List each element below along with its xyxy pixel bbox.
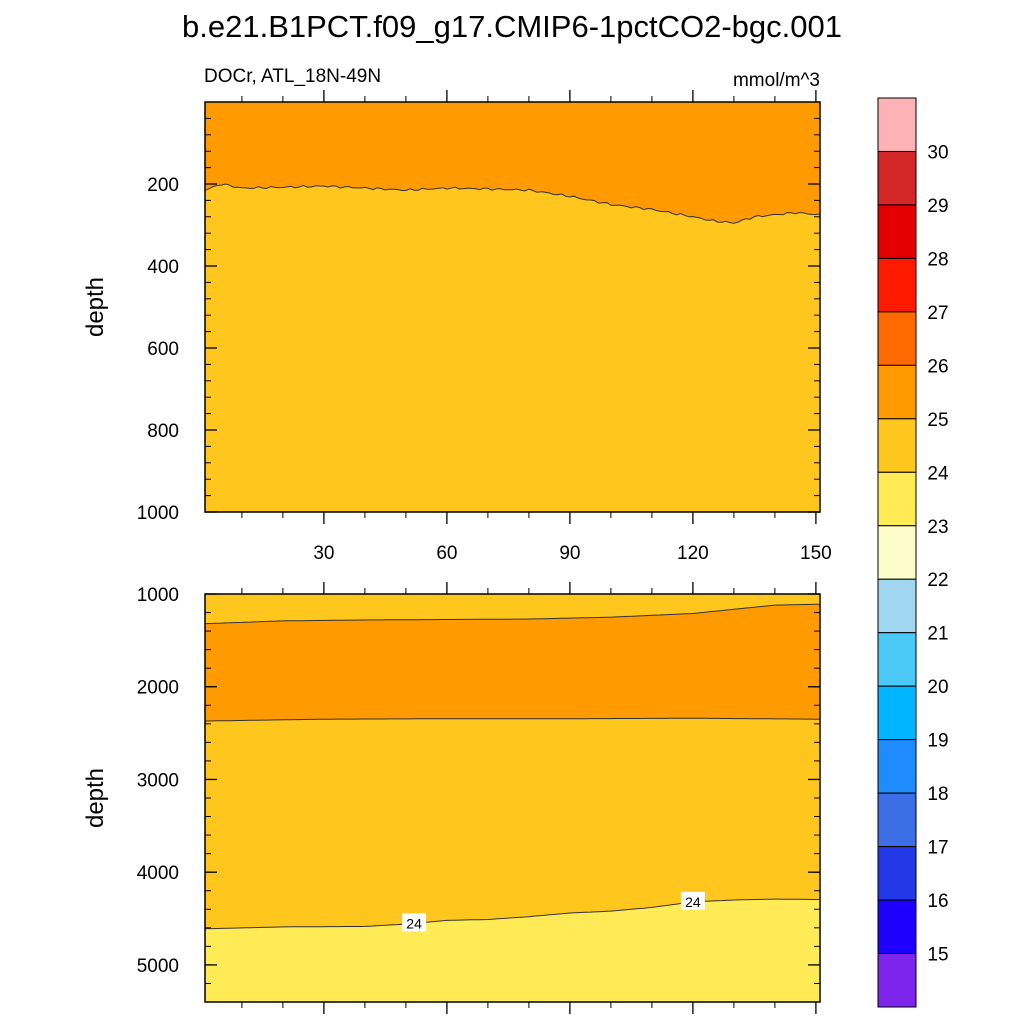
upper-panel: 200 400 600 800 1000 30 60 90 120 150 depth bbox=[82, 90, 832, 564]
colorbar-bin bbox=[877, 792, 917, 848]
variable-label: DOCr, ATL_18N-49N bbox=[204, 66, 381, 87]
colorbar-bin bbox=[877, 471, 917, 527]
colorbar-bin bbox=[877, 953, 917, 1008]
colorbar-bin bbox=[877, 150, 917, 206]
upper-region-25-26 bbox=[205, 102, 820, 224]
lower-region-25-26 bbox=[205, 604, 820, 721]
colorbar-label: 24 bbox=[927, 463, 949, 484]
lower-ytick-label: 5000 bbox=[137, 956, 179, 977]
upper-contour-line bbox=[204, 183, 821, 224]
upper-xtick-label: 60 bbox=[436, 543, 457, 564]
colorbar-label: 23 bbox=[927, 517, 948, 538]
colorbar-label: 21 bbox=[927, 624, 948, 645]
colorbar: 30 29 28 27 26 25 24 23 22 21 20 19 18 17 16 15 bbox=[877, 97, 949, 1008]
upper-ytick-label: 800 bbox=[147, 421, 179, 442]
colorbar-bin bbox=[877, 97, 917, 152]
lower-region-23-24 bbox=[205, 899, 820, 1002]
lower-contour-line bbox=[204, 603, 821, 625]
contour-label: 24 bbox=[685, 894, 701, 910]
colorbar-bin bbox=[877, 899, 917, 955]
colorbar-bin bbox=[877, 311, 917, 366]
colorbar-label: 27 bbox=[927, 303, 948, 324]
contour-label: 24 bbox=[406, 915, 422, 931]
contour-label-box bbox=[680, 891, 705, 910]
lower-region-24-25 bbox=[205, 718, 820, 929]
lower-ytick-label: 2000 bbox=[137, 678, 179, 699]
lower-contour-line bbox=[204, 898, 820, 930]
upper-ylabel: depth bbox=[82, 277, 109, 337]
colorbar-label: 19 bbox=[927, 731, 948, 752]
colorbar-bin bbox=[877, 364, 917, 420]
upper-xtick-label: 30 bbox=[313, 543, 334, 564]
colorbar-bin bbox=[877, 685, 917, 741]
upper-ytick-label: 200 bbox=[147, 175, 179, 196]
colorbar-label: 15 bbox=[927, 945, 948, 966]
upper-ytick-label: 600 bbox=[147, 339, 179, 360]
colorbar-bin bbox=[877, 578, 917, 634]
lower-ytick-label: 3000 bbox=[137, 770, 179, 791]
colorbar-bin bbox=[877, 632, 917, 687]
colorbar-label: 22 bbox=[927, 570, 948, 591]
upper-ytick-label: 1000 bbox=[137, 503, 179, 524]
colorbar-label: 16 bbox=[927, 891, 948, 912]
lower-ytick-label: 1000 bbox=[137, 585, 179, 606]
upper-xtick-label: 150 bbox=[800, 543, 832, 564]
colorbar-label: 26 bbox=[927, 356, 948, 377]
colorbar-label: 28 bbox=[927, 249, 948, 270]
lower-ylabel: depth bbox=[82, 768, 109, 828]
colorbar-label: 30 bbox=[927, 142, 948, 163]
colorbar-label: 20 bbox=[927, 677, 948, 698]
colorbar-label: 29 bbox=[927, 196, 948, 217]
colorbar-bin bbox=[877, 418, 917, 473]
upper-ytick-label: 400 bbox=[147, 257, 179, 278]
colorbar-bin bbox=[877, 739, 917, 794]
lower-ytick-label: 4000 bbox=[137, 863, 179, 884]
lower-panel: 24 24 1000 2000 3000 4000 5000 depth bbox=[82, 582, 821, 1014]
colorbar-bin bbox=[877, 525, 917, 580]
colorbar-bin bbox=[877, 204, 917, 259]
upper-xtick-label: 90 bbox=[559, 543, 580, 564]
colorbar-bin bbox=[877, 257, 917, 313]
upper-frame bbox=[204, 101, 821, 513]
colorbar-label: 18 bbox=[927, 784, 948, 805]
chart-title: b.e21.B1PCT.f09_g17.CMIP6-1pctCO2-bgc.00… bbox=[182, 9, 842, 44]
colorbar-label: 25 bbox=[927, 410, 948, 431]
contour-label-box bbox=[402, 913, 427, 932]
colorbar-label: 17 bbox=[927, 838, 948, 859]
lower-contour-line bbox=[205, 717, 820, 722]
colorbar-bin bbox=[877, 846, 917, 901]
upper-xtick-label: 120 bbox=[677, 543, 709, 564]
units-label: mmol/m^3 bbox=[733, 70, 820, 91]
